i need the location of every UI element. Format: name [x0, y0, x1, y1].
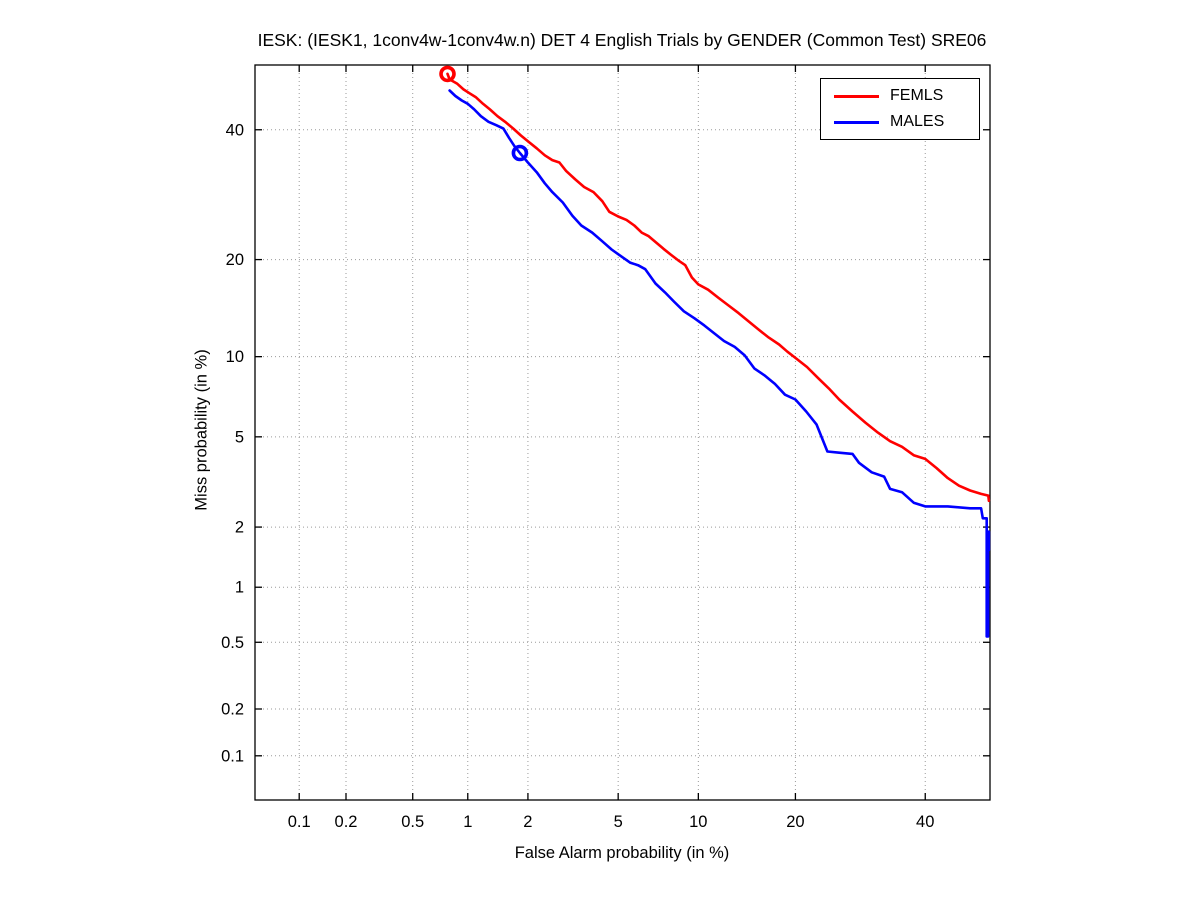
- y-tick-label: 0.1: [221, 747, 244, 765]
- grid: [255, 65, 990, 800]
- y-tick-label: 40: [226, 121, 244, 139]
- y-tick-label: 0.2: [221, 701, 244, 719]
- x-tick-label: 2: [523, 813, 532, 831]
- legend-label: MALES: [890, 113, 945, 130]
- legend-line-sample: [834, 94, 879, 98]
- y-tick-label: 0.5: [221, 634, 244, 652]
- x-tick-label: 0.2: [335, 813, 358, 831]
- x-axis-label: False Alarm probability (in %): [514, 844, 730, 862]
- y-tick-label: 2: [235, 519, 244, 537]
- tick-labels: 0.1 0.2 0.5 1 2 5 10 20 40 0.1 0.2 0.5 1 2 5 10 20 40: [221, 121, 934, 831]
- legend-entry: FEMLS: [821, 84, 979, 109]
- axis-ticks: [255, 65, 990, 800]
- legend: FEMLS MALES: [820, 78, 980, 140]
- chart-title: IESK: (IESK1, 1conv4w-1conv4w.n) DET 4 E…: [257, 30, 987, 50]
- legend-entry: MALES: [821, 110, 979, 135]
- x-tick-label: 10: [689, 813, 707, 831]
- series-line-femls: [446, 72, 991, 503]
- x-tick-label: 1: [463, 813, 472, 831]
- y-tick-label: 1: [235, 579, 244, 597]
- x-tick-label: 0.1: [288, 813, 311, 831]
- series-marker-males: [511, 144, 529, 162]
- x-tick-label: 0.5: [401, 813, 424, 831]
- series-marker-femls: [439, 65, 456, 83]
- legend-label: FEMLS: [890, 87, 944, 104]
- x-tick-label: 20: [786, 813, 804, 831]
- y-tick-label: 5: [235, 428, 244, 446]
- series-line-males: [448, 89, 991, 638]
- legend-line-sample: [834, 120, 879, 124]
- y-tick-label: 20: [226, 251, 244, 269]
- y-axis-label: Miss probability (in %): [192, 349, 211, 511]
- x-tick-label: 40: [916, 813, 934, 831]
- x-tick-label: 5: [614, 813, 623, 831]
- plot-box: [254, 64, 991, 801]
- y-tick-label: 10: [226, 348, 244, 366]
